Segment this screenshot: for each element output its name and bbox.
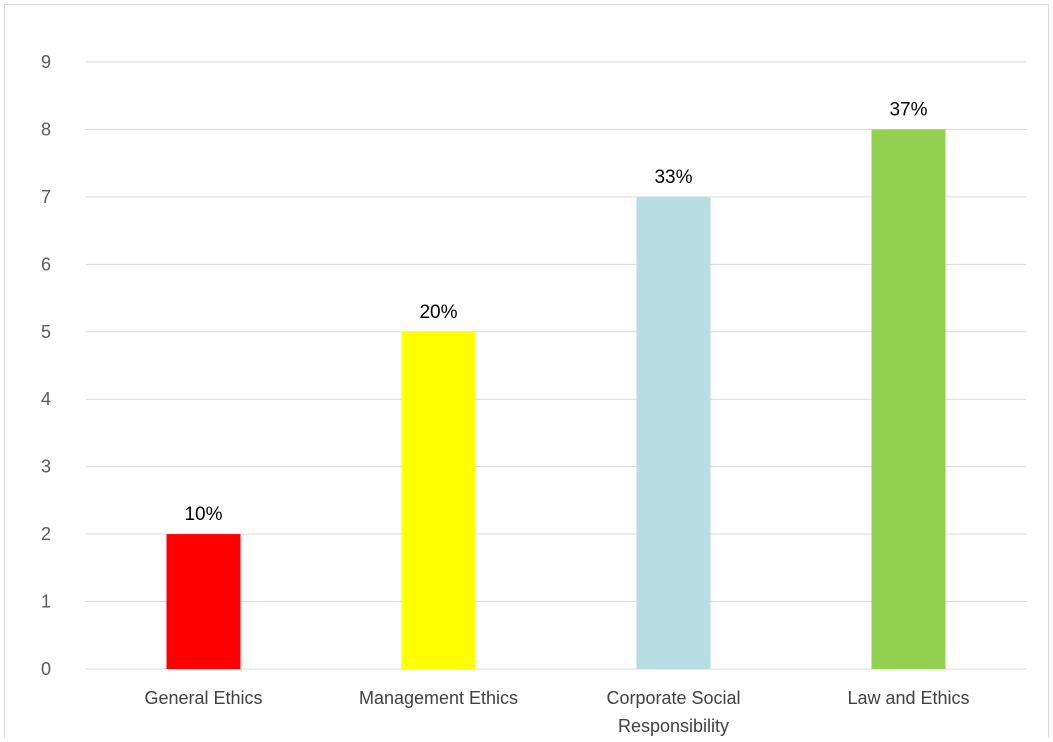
data-label: 37% — [889, 99, 927, 120]
x-tick-label: Law and Ethics — [847, 688, 969, 708]
y-tick-label: 4 — [41, 389, 51, 409]
bars — [166, 129, 946, 669]
y-tick-label: 7 — [41, 187, 51, 207]
x-tick-label: General Ethics — [144, 688, 262, 708]
y-tick-label: 5 — [41, 322, 51, 342]
y-tick-label: 1 — [41, 592, 51, 612]
y-axis: 0 1 2 3 4 5 6 7 8 9 — [41, 52, 51, 679]
x-axis: General Ethics Management Ethics Corporate… — [144, 688, 969, 736]
data-labels: 10% 20% 33% 37% — [184, 99, 927, 525]
y-tick-label: 9 — [41, 52, 51, 72]
data-label: 20% — [419, 302, 457, 323]
bar — [636, 196, 711, 669]
bar — [871, 129, 946, 669]
x-tick-label: Corporate Social Responsibility — [606, 688, 740, 736]
data-label: 33% — [654, 167, 692, 188]
bar — [166, 534, 241, 669]
gridlines — [86, 61, 1026, 670]
y-tick-label: 8 — [41, 119, 51, 139]
data-label: 10% — [184, 504, 222, 525]
y-tick-label: 0 — [41, 659, 51, 679]
y-tick-label: 3 — [41, 457, 51, 477]
bar — [401, 331, 476, 669]
x-tick-label: Management Ethics — [359, 688, 518, 708]
y-tick-label: 6 — [41, 254, 51, 274]
y-tick-label: 2 — [41, 524, 51, 544]
